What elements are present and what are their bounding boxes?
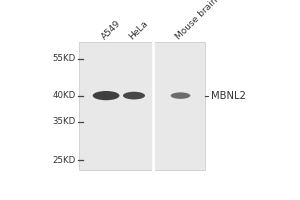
Text: 55KD: 55KD xyxy=(52,54,76,63)
Text: Mouse brain: Mouse brain xyxy=(174,0,220,42)
Text: 40KD: 40KD xyxy=(52,91,76,100)
Bar xyxy=(79,42,205,170)
Text: A549: A549 xyxy=(100,19,122,42)
Text: 35KD: 35KD xyxy=(52,117,76,126)
Text: 25KD: 25KD xyxy=(52,156,76,165)
Ellipse shape xyxy=(123,92,145,99)
Ellipse shape xyxy=(93,91,119,100)
Text: MBNL2: MBNL2 xyxy=(211,91,246,101)
Text: HeLa: HeLa xyxy=(128,19,150,42)
Ellipse shape xyxy=(171,92,190,99)
